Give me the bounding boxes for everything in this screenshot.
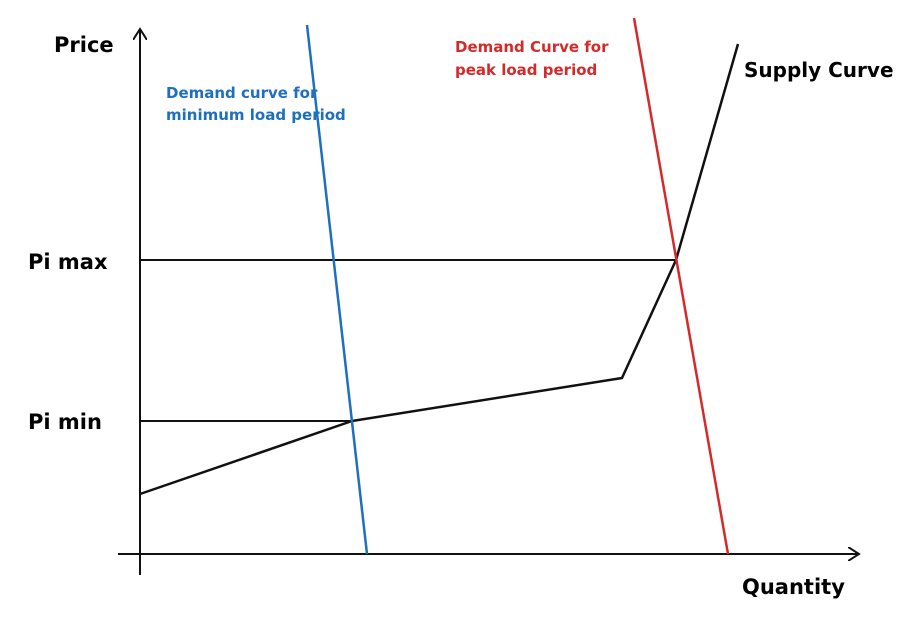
demand-curve-peak bbox=[632, 17, 730, 555]
supply-curve-label: Supply Curve bbox=[744, 58, 894, 82]
demand-minimum-label-line1: Demand curve for bbox=[166, 84, 318, 102]
pi-max-label: Pi max bbox=[28, 250, 108, 274]
demand-curve-minimum bbox=[305, 24, 369, 555]
y-axis-label: Price bbox=[54, 33, 114, 57]
demand-peak-label-line2: peak load period bbox=[455, 61, 597, 79]
pi-min-label: Pi min bbox=[28, 410, 102, 434]
demand-peak-label-line1: Demand Curve for bbox=[455, 38, 609, 56]
demand-minimum-label-line2: minimum load period bbox=[166, 106, 346, 124]
x-axis-label: Quantity bbox=[742, 575, 845, 599]
supply-curve bbox=[139, 43, 740, 496]
